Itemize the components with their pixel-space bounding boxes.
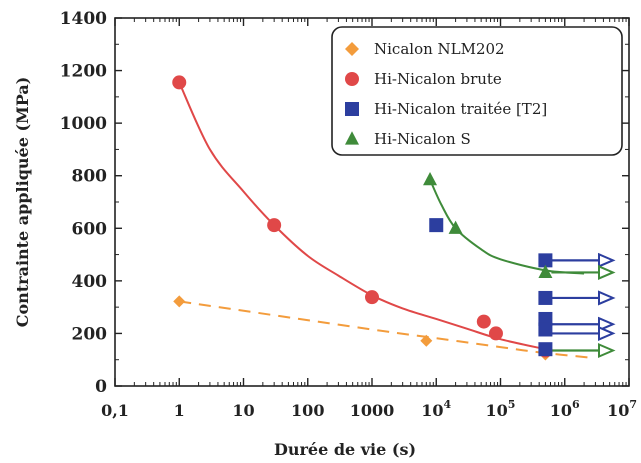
- runout-arrow-head: [598, 342, 616, 359]
- y-tick-label: 800: [72, 167, 108, 187]
- data-point-series-2-3: [538, 311, 553, 326]
- runout-arrow-head: [598, 252, 616, 268]
- runout-arrow-head: [598, 325, 616, 341]
- fit-line-series-0: [179, 300, 591, 359]
- data-point-series-0-1: [420, 334, 433, 347]
- legend-entry-3: Hi-Nicalon S: [374, 130, 471, 148]
- x-tick-label: 105: [486, 398, 516, 420]
- data-point-series-2-5: [538, 342, 553, 357]
- data-point-series-3-2: [538, 264, 553, 279]
- legend-box: [331, 26, 623, 156]
- x-tick-label: 107: [607, 398, 637, 420]
- y-tick-label: 200: [72, 324, 108, 344]
- legend-entry-1: Hi-Nicalon brute: [374, 70, 502, 88]
- legend-marker-0: [345, 42, 359, 56]
- data-point-series-2-2: [538, 290, 553, 305]
- y-tick-label: 0: [95, 377, 107, 397]
- data-point-series-2-4: [538, 322, 553, 337]
- legend: Nicalon NLM202 Hi-Nicalon brute Hi-Nicalon…: [331, 26, 623, 156]
- x-tick-label: 1000: [350, 401, 395, 420]
- data-point-series-1-3: [476, 314, 491, 329]
- y-tick-label: 1200: [60, 62, 107, 82]
- x-tick-label: 100: [291, 401, 324, 420]
- ticks-layer: 0 200 400 600 800 1000 1200 1400 0,1 1 10 100 1000 10…: [60, 9, 637, 420]
- x-axis-label: Durée de vie (s): [274, 440, 416, 459]
- x-tick-label: 104: [421, 398, 451, 420]
- legend-marker-2: [345, 102, 359, 116]
- legend-marker-1: [345, 72, 359, 86]
- y-axis-label: Contrainte appliquée (MPa): [13, 77, 32, 328]
- legend-entry-2: Hi-Nicalon traitée [T2]: [374, 100, 547, 118]
- legend-marker-3: [345, 131, 359, 145]
- y-tick-label: 600: [72, 219, 108, 239]
- fit-line-series-1: [178, 81, 546, 351]
- data-point-series-3-1: [448, 220, 463, 234]
- data-point-series-2-1: [538, 253, 553, 268]
- y-tick-label: 400: [72, 272, 108, 292]
- legend-entry-0: Nicalon NLM202: [374, 40, 505, 58]
- x-tick-label: 1: [174, 401, 185, 420]
- runout-arrow-head: [598, 316, 616, 332]
- data-point-series-0-0: [173, 295, 186, 308]
- data-points-layer: [172, 75, 553, 361]
- data-point-series-1-4: [488, 326, 503, 341]
- runout-arrows-layer: [551, 252, 616, 359]
- data-point-series-1-1: [267, 218, 282, 233]
- y-tick-label: 1000: [60, 114, 107, 134]
- x-tick-label: 0,1: [101, 401, 129, 420]
- data-point-series-2-0: [429, 218, 444, 233]
- data-point-series-1-0: [172, 75, 187, 90]
- x-tick-label: 106: [550, 398, 580, 420]
- y-tick-label: 1400: [60, 9, 107, 29]
- data-point-series-1-2: [365, 290, 379, 305]
- runout-arrow-head: [598, 264, 616, 280]
- runout-arrow-head: [598, 290, 616, 306]
- data-point-series-3-0: [423, 171, 438, 186]
- x-tick-label: 10: [232, 401, 254, 420]
